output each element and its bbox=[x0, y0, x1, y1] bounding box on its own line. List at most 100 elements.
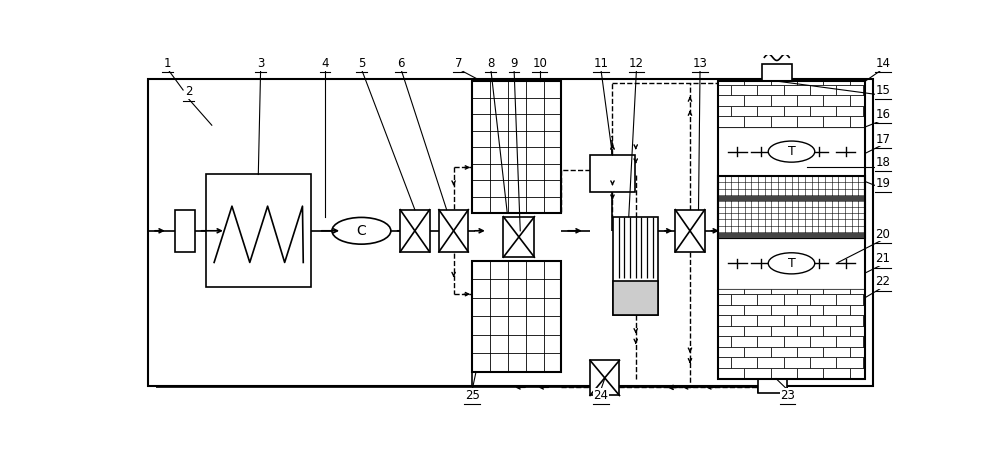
Bar bbox=[718, 336, 731, 347]
Bar bbox=[744, 368, 771, 378]
Text: 10: 10 bbox=[532, 57, 547, 70]
Bar bbox=[836, 294, 863, 305]
Bar bbox=[771, 347, 797, 357]
Bar bbox=[718, 81, 865, 378]
Bar bbox=[718, 289, 744, 294]
Text: 23: 23 bbox=[780, 389, 795, 402]
Bar bbox=[731, 315, 757, 326]
Bar bbox=[762, 64, 792, 81]
Bar bbox=[823, 96, 850, 106]
Text: 20: 20 bbox=[876, 228, 890, 241]
Bar bbox=[718, 238, 865, 289]
Bar bbox=[784, 294, 810, 305]
Bar bbox=[718, 326, 744, 336]
Bar bbox=[771, 81, 797, 85]
Bar bbox=[718, 289, 865, 378]
Bar bbox=[718, 233, 865, 238]
Bar bbox=[797, 289, 823, 294]
Bar bbox=[731, 336, 757, 347]
Text: 15: 15 bbox=[876, 84, 890, 96]
Text: 3: 3 bbox=[257, 57, 264, 70]
Text: 16: 16 bbox=[875, 108, 890, 121]
Bar bbox=[771, 96, 797, 106]
Bar bbox=[836, 106, 863, 117]
Bar bbox=[797, 368, 823, 378]
Bar bbox=[731, 85, 757, 96]
Text: 14: 14 bbox=[875, 57, 890, 70]
Bar bbox=[718, 357, 731, 368]
Bar bbox=[718, 289, 865, 378]
Bar bbox=[810, 85, 836, 96]
Bar bbox=[823, 81, 850, 85]
Bar bbox=[850, 81, 865, 85]
Bar bbox=[771, 117, 797, 127]
Bar bbox=[590, 155, 635, 192]
Bar bbox=[863, 85, 865, 96]
Text: 7: 7 bbox=[454, 57, 462, 70]
Bar bbox=[850, 326, 865, 336]
Text: 11: 11 bbox=[593, 57, 608, 70]
Bar bbox=[850, 289, 865, 294]
Bar bbox=[148, 80, 873, 386]
Bar bbox=[731, 106, 757, 117]
Bar bbox=[718, 368, 744, 378]
Text: 5: 5 bbox=[358, 57, 365, 70]
Text: 25: 25 bbox=[465, 389, 480, 402]
Bar bbox=[472, 81, 561, 213]
Bar bbox=[823, 289, 850, 294]
Bar bbox=[784, 315, 810, 326]
Bar bbox=[850, 96, 865, 106]
Bar bbox=[757, 357, 784, 368]
Bar bbox=[757, 294, 784, 305]
Text: 4: 4 bbox=[321, 57, 329, 70]
Bar bbox=[797, 305, 823, 315]
Bar bbox=[675, 210, 705, 252]
Bar bbox=[797, 81, 823, 85]
Text: 17: 17 bbox=[875, 133, 890, 146]
Bar bbox=[744, 117, 771, 127]
Bar bbox=[472, 260, 561, 372]
Bar bbox=[810, 315, 836, 326]
Bar bbox=[823, 326, 850, 336]
Bar bbox=[771, 305, 797, 315]
Bar bbox=[400, 210, 430, 252]
Text: 21: 21 bbox=[875, 252, 890, 266]
Bar bbox=[718, 294, 731, 305]
Bar bbox=[731, 357, 757, 368]
Bar bbox=[823, 305, 850, 315]
Text: 18: 18 bbox=[876, 156, 890, 169]
Bar bbox=[863, 336, 865, 347]
Bar bbox=[823, 368, 850, 378]
Bar bbox=[718, 196, 865, 201]
Circle shape bbox=[768, 253, 815, 274]
Bar bbox=[718, 85, 731, 96]
Bar bbox=[850, 368, 865, 378]
Text: T: T bbox=[788, 145, 795, 158]
Text: 22: 22 bbox=[875, 275, 890, 288]
Bar bbox=[757, 315, 784, 326]
Bar bbox=[850, 305, 865, 315]
Bar bbox=[850, 347, 865, 357]
Bar bbox=[731, 294, 757, 305]
Bar bbox=[836, 315, 863, 326]
Bar bbox=[810, 336, 836, 347]
Bar bbox=[503, 217, 534, 257]
Bar bbox=[757, 85, 784, 96]
Bar bbox=[863, 294, 865, 305]
Bar bbox=[744, 326, 771, 336]
Bar bbox=[718, 347, 744, 357]
Bar bbox=[757, 336, 784, 347]
Text: 13: 13 bbox=[693, 57, 707, 70]
Bar bbox=[744, 289, 771, 294]
Bar bbox=[718, 315, 731, 326]
Bar bbox=[757, 106, 784, 117]
Bar bbox=[718, 81, 744, 85]
Bar bbox=[810, 357, 836, 368]
Bar bbox=[718, 305, 744, 315]
Text: 1: 1 bbox=[164, 57, 171, 70]
Bar bbox=[718, 117, 744, 127]
Bar bbox=[590, 360, 619, 395]
Bar bbox=[758, 378, 787, 393]
Bar bbox=[836, 85, 863, 96]
Bar bbox=[613, 217, 658, 315]
